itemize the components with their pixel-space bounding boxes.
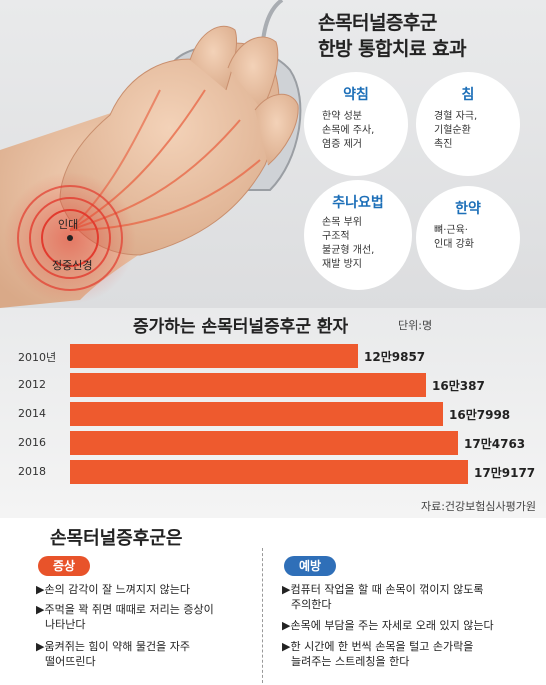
- chart-bar: [70, 344, 358, 368]
- illustration-panel: 인대 정중신경 손목터널증후군 한방 통합치료 효과 약침 한약 성분 손목에 주…: [0, 0, 546, 308]
- symptom-tag: 증상: [38, 556, 90, 576]
- chart-category-label: 2018: [18, 465, 46, 478]
- nerve-point: [67, 235, 73, 241]
- treatment-title: 침: [461, 87, 475, 103]
- prevention-item: ▶손목에 부담을 주는 자세로 오래 있지 않는다: [282, 619, 494, 632]
- symptom-item: ▶움켜쥐는 힘이 약해 물건을 자주 떨어뜨린다: [36, 640, 191, 668]
- chart-category-label: 2014: [18, 407, 46, 420]
- chart-category-label: 2016: [18, 436, 46, 449]
- chart-value-label: 17만4763: [464, 437, 526, 451]
- chart-bar: [70, 460, 468, 484]
- treatment-bubble-pharmacopuncture: 약침 한약 성분 손목에 주사, 염증 제거: [304, 72, 408, 176]
- treatment-title: 추나요법: [332, 195, 384, 211]
- ligament-label: 인대: [58, 218, 79, 231]
- chart-bar: [70, 402, 443, 426]
- treatment-title: 약침: [343, 87, 369, 103]
- info-title: 손목터널증후군은: [50, 528, 183, 549]
- prevention-item: ▶컴퓨터 작업을 할 때 손목이 꺾이지 않도록 주의한다: [282, 583, 484, 611]
- nerve-label: 정중신경: [52, 259, 93, 272]
- chart-category-label: 2012: [18, 378, 46, 391]
- hand-mouse-illustration: [0, 0, 302, 308]
- info-section: 손목터널증후군은 증상 ▶손의 감각이 잘 느껴지지 않는다 ▶주먹을 꽉 쥐면…: [0, 518, 546, 685]
- chart-source: 자료:건강보험심사평가원: [420, 500, 536, 513]
- symptom-item: ▶손의 감각이 잘 느껴지지 않는다: [36, 583, 191, 596]
- section-divider: [262, 548, 263, 683]
- treatment-desc: 뼈·근육· 인대 강화: [434, 225, 474, 250]
- prevention-tag: 예방: [284, 556, 336, 576]
- chart-value-label: 16만387: [432, 379, 485, 393]
- chart-value-label: 12만9857: [364, 350, 426, 364]
- treatment-bubble-chuna: 추나요법 손목 부위 구조적 불균형 개선, 재발 방지: [304, 180, 412, 290]
- treatment-desc: 손목 부위 구조적 불균형 개선, 재발 방지: [322, 217, 375, 270]
- infographic-title: 손목터널증후군: [318, 12, 437, 34]
- chart-value-label: 17만9177: [474, 466, 536, 480]
- infographic-subtitle: 한방 통합치료 효과: [318, 38, 467, 60]
- symptom-item: ▶주먹을 꽉 쥐면 때때로 저리는 증상이 나타난다: [36, 603, 214, 631]
- treatment-title: 한약: [455, 201, 481, 217]
- chart-value-label: 16만7998: [449, 408, 511, 422]
- chart-bar: [70, 431, 458, 455]
- treatment-bubble-herbal-medicine: 한약 뼈·근육· 인대 강화: [416, 186, 520, 290]
- chart-category-label: 2010년: [18, 351, 57, 364]
- chart-title: 증가하는 손목터널증후군 환자: [133, 317, 349, 337]
- chart-unit: 단위:명: [398, 319, 433, 332]
- treatment-bubble-acupuncture: 침 경혈 자극, 기혈순환 촉진: [416, 72, 520, 176]
- treatment-desc: 경혈 자극, 기혈순환 촉진: [434, 111, 478, 150]
- prevention-item: ▶한 시간에 한 번씩 손목을 털고 손가락을 늘려주는 스트레칭을 한다: [282, 640, 474, 668]
- patient-chart: 증가하는 손목터널증후군 환자 단위:명 2010년 12만9857 2012 16만…: [0, 308, 546, 518]
- treatment-desc: 한약 성분 손목에 주사, 염증 제거: [322, 111, 375, 150]
- chart-bar: [70, 373, 426, 397]
